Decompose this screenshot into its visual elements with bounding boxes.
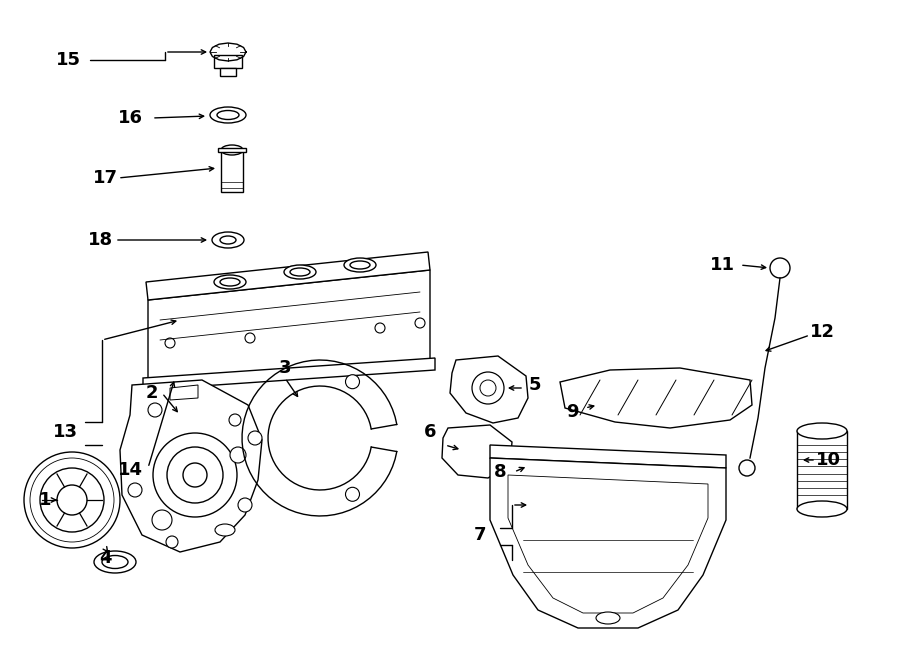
Polygon shape (146, 252, 430, 300)
Polygon shape (148, 270, 430, 380)
Circle shape (152, 510, 172, 530)
Ellipse shape (596, 612, 620, 624)
Ellipse shape (350, 261, 370, 269)
Text: 14: 14 (118, 461, 142, 479)
Polygon shape (490, 458, 726, 628)
Circle shape (167, 447, 223, 503)
Text: 4: 4 (99, 549, 112, 567)
Circle shape (230, 447, 246, 463)
Text: 15: 15 (56, 51, 80, 69)
Text: 2: 2 (146, 384, 158, 402)
Text: 7: 7 (473, 526, 486, 544)
Polygon shape (170, 385, 198, 400)
Circle shape (57, 485, 87, 515)
Circle shape (415, 318, 425, 328)
Polygon shape (221, 150, 243, 192)
Text: 11: 11 (709, 256, 734, 274)
Circle shape (770, 258, 790, 278)
Text: 6: 6 (424, 423, 436, 441)
Text: 17: 17 (93, 169, 118, 187)
Text: 1: 1 (39, 491, 51, 509)
Circle shape (375, 323, 385, 333)
Circle shape (238, 498, 252, 512)
Text: 8: 8 (494, 463, 507, 481)
Circle shape (165, 338, 175, 348)
Polygon shape (490, 445, 726, 468)
Circle shape (346, 375, 359, 389)
Ellipse shape (214, 275, 246, 289)
Text: 13: 13 (52, 423, 77, 441)
Ellipse shape (797, 423, 847, 439)
Ellipse shape (220, 236, 236, 244)
Ellipse shape (221, 145, 243, 155)
Circle shape (128, 483, 142, 497)
Text: 16: 16 (118, 109, 142, 127)
Polygon shape (442, 425, 512, 478)
Polygon shape (797, 431, 847, 509)
Circle shape (153, 433, 237, 517)
Ellipse shape (344, 258, 376, 272)
Circle shape (346, 487, 359, 501)
Text: 9: 9 (566, 403, 578, 421)
Circle shape (480, 380, 496, 396)
Ellipse shape (220, 278, 240, 286)
Polygon shape (143, 358, 435, 390)
Polygon shape (218, 148, 246, 152)
Polygon shape (120, 380, 262, 552)
Ellipse shape (94, 551, 136, 573)
Polygon shape (560, 368, 752, 428)
Ellipse shape (797, 501, 847, 517)
Circle shape (739, 460, 755, 476)
Ellipse shape (210, 107, 246, 123)
Text: 3: 3 (279, 359, 292, 377)
Circle shape (248, 431, 262, 445)
Circle shape (40, 468, 104, 532)
Text: 5: 5 (529, 376, 541, 394)
Polygon shape (220, 68, 236, 76)
Circle shape (229, 414, 241, 426)
Circle shape (472, 372, 504, 404)
Ellipse shape (215, 524, 235, 536)
Circle shape (245, 333, 255, 343)
Text: 18: 18 (87, 231, 112, 249)
Text: 10: 10 (815, 451, 841, 469)
Polygon shape (450, 356, 528, 423)
Ellipse shape (102, 555, 128, 568)
Text: 12: 12 (809, 323, 834, 341)
Circle shape (148, 403, 162, 417)
Ellipse shape (212, 232, 244, 248)
Ellipse shape (290, 268, 310, 276)
Polygon shape (214, 55, 242, 68)
Ellipse shape (217, 110, 239, 120)
Circle shape (24, 452, 120, 548)
Ellipse shape (284, 265, 316, 279)
Circle shape (166, 536, 178, 548)
Circle shape (183, 463, 207, 487)
